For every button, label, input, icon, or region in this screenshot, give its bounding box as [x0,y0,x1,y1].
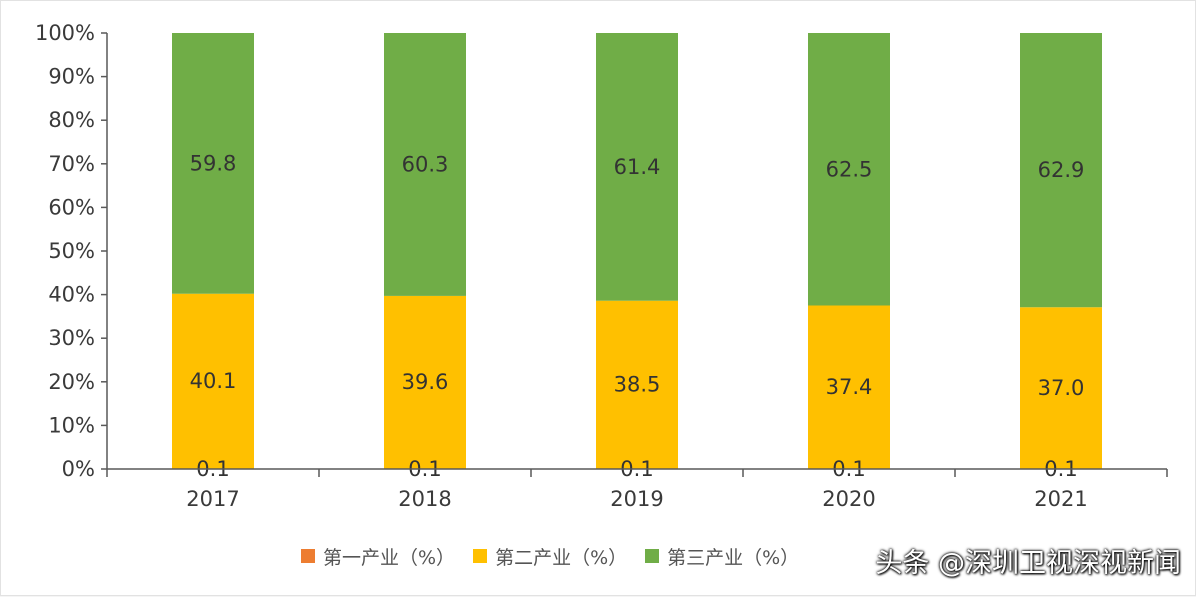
legend-item-primary: 第一产业（%） [301,543,455,570]
legend-item-tertiary: 第三产业（%） [645,543,799,570]
data-label-2019-3: 61.4 [614,155,661,179]
x-tick-label: 2017 [186,487,239,511]
y-tick-label: 20% [48,370,95,394]
x-tick-label: 2020 [822,487,875,511]
legend-label-primary: 第一产业（%） [323,543,455,570]
y-axis: 0% 10% 20% 30% 40% 50% 60% 70% 80% 90% 100% [35,21,107,481]
watermark: 头条 @深圳卫视深视新闻 [875,541,1181,580]
legend-swatch-primary [301,549,315,563]
data-label-2019-2: 38.5 [614,373,661,397]
legend-label-secondary: 第二产业（%） [495,543,627,570]
data-label-2021-3: 62.9 [1038,158,1085,182]
bar-group-2017: 0.140.159.8 [172,33,254,481]
y-tick-label: 0% [62,457,95,481]
bars: 0.140.159.80.139.660.30.138.561.40.137.4… [172,33,1102,481]
data-label-2018-3: 60.3 [402,152,449,176]
x-tick-label: 2019 [610,487,663,511]
y-tick-label: 80% [48,108,95,132]
bar-group-2020: 0.137.462.5 [808,33,890,481]
bar-group-2019: 0.138.561.4 [596,33,678,481]
data-label-2017-2: 40.1 [190,369,237,393]
legend-swatch-secondary [473,549,487,563]
data-label-2021-2: 37.0 [1038,376,1085,400]
y-tick-label: 40% [48,283,95,307]
y-tick-label: 50% [48,239,95,263]
bar-group-2021: 0.137.062.9 [1020,33,1102,481]
y-tick-label: 60% [48,195,95,219]
y-tick-label: 10% [48,413,95,437]
x-tick-label: 2021 [1034,487,1087,511]
legend: 第一产业（%） 第二产业（%） 第三产业（%） [301,539,799,573]
data-label-2018-2: 39.6 [402,370,449,394]
data-label-2020-2: 37.4 [826,375,873,399]
data-label-2017-3: 59.8 [190,151,237,175]
x-tick-label: 2018 [398,487,451,511]
data-label-2020-3: 62.5 [826,157,873,181]
y-tick-label: 70% [48,152,95,176]
y-tick-label: 100% [35,21,95,45]
bar-group-2018: 0.139.660.3 [384,33,466,481]
legend-item-secondary: 第二产业（%） [473,543,627,570]
legend-swatch-tertiary [645,549,659,563]
legend-label-tertiary: 第三产业（%） [667,543,799,570]
y-tick-label: 90% [48,65,95,89]
y-tick-label: 30% [48,326,95,350]
